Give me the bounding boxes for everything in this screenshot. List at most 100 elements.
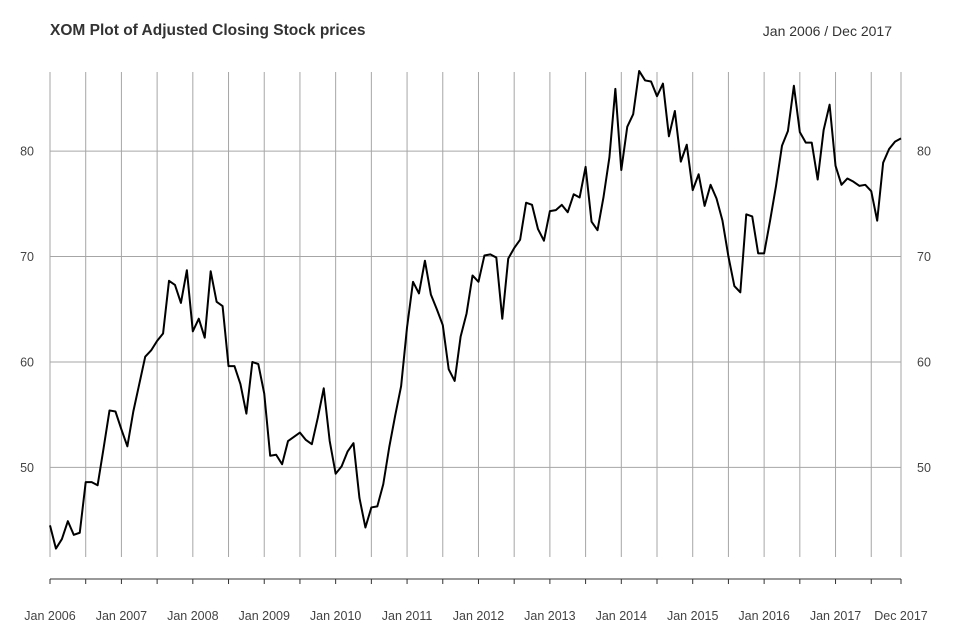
data-point — [186, 269, 188, 271]
data-point — [329, 440, 331, 442]
data-point — [740, 292, 742, 294]
data-point — [805, 142, 807, 144]
data-point — [73, 534, 75, 536]
data-point — [793, 85, 795, 87]
data-point — [394, 415, 396, 417]
data-point — [377, 506, 379, 508]
data-point — [615, 88, 617, 90]
data-point — [388, 447, 390, 449]
data-point — [353, 442, 355, 444]
grid-lines — [49, 72, 902, 557]
data-point — [293, 436, 295, 438]
data-point — [359, 497, 361, 499]
data-point — [621, 169, 623, 171]
data-point — [781, 145, 783, 147]
y-tick-label-right: 80 — [917, 145, 931, 159]
data-point — [763, 253, 765, 255]
data-point — [686, 144, 688, 146]
data-point — [436, 308, 438, 310]
data-point — [745, 214, 747, 216]
x-tick-label: Jan 2011 — [382, 609, 433, 623]
data-point — [246, 413, 248, 415]
data-point — [234, 365, 236, 367]
data-point — [775, 185, 777, 187]
data-point — [525, 202, 527, 204]
data-point — [555, 209, 557, 211]
data-point — [853, 181, 855, 183]
y-axis-labels: 50 50 60 60 70 70 80 80 — [20, 145, 931, 475]
data-point — [412, 281, 414, 283]
data-point — [91, 481, 93, 483]
data-point — [841, 184, 843, 186]
data-point — [829, 104, 831, 106]
y-tick-label-right: 50 — [917, 461, 931, 475]
data-point — [817, 179, 819, 181]
x-tick-label: Jan 2014 — [596, 609, 647, 623]
data-point — [109, 410, 111, 412]
data-point — [371, 507, 373, 509]
data-point — [79, 532, 81, 534]
data-point — [722, 220, 724, 222]
x-tick-label: Jan 2012 — [453, 609, 504, 623]
data-point — [442, 324, 444, 326]
data-point — [567, 211, 569, 213]
data-point — [597, 229, 599, 231]
x-tick-label: Jan 2013 — [524, 609, 575, 623]
data-point — [870, 190, 872, 192]
data-point — [704, 205, 706, 207]
data-point — [424, 260, 426, 262]
data-point — [496, 257, 498, 259]
data-point — [680, 161, 682, 163]
data-point — [252, 361, 254, 363]
data-point — [698, 173, 700, 175]
data-point — [561, 204, 563, 206]
data-point — [734, 285, 736, 287]
data-point — [882, 162, 884, 164]
data-point — [864, 184, 866, 186]
data-point — [311, 443, 313, 445]
data-point — [61, 538, 63, 540]
data-point — [317, 417, 319, 419]
data-point — [448, 369, 450, 371]
y-tick-label-left: 70 — [20, 250, 34, 264]
price-series-line — [49, 69, 902, 550]
data-point — [811, 142, 813, 144]
data-point — [674, 110, 676, 112]
data-point — [662, 83, 664, 85]
data-point — [876, 220, 878, 222]
data-point — [644, 80, 646, 82]
data-point — [323, 388, 325, 390]
date-range-label: Jan 2006 / Dec 2017 — [762, 23, 892, 39]
data-point — [859, 185, 861, 187]
x-tick-label: Jan 2008 — [167, 609, 218, 623]
data-point — [591, 221, 593, 223]
series-layer — [49, 69, 902, 550]
data-point — [579, 197, 581, 199]
data-point — [67, 520, 69, 522]
data-point — [85, 481, 87, 483]
data-point — [216, 301, 218, 303]
data-point — [728, 256, 730, 258]
data-point — [365, 527, 367, 529]
x-tick-label: Jan 2009 — [239, 609, 290, 623]
data-point — [519, 239, 521, 241]
data-point — [418, 293, 420, 295]
data-point — [823, 129, 825, 131]
data-point — [347, 451, 349, 453]
data-point — [751, 216, 753, 218]
data-point — [710, 184, 712, 186]
y-tick-label-left: 50 — [20, 461, 34, 475]
y-tick-label-left: 80 — [20, 145, 34, 159]
data-point — [638, 70, 640, 72]
data-point — [543, 240, 545, 242]
data-point — [269, 455, 271, 457]
data-point — [632, 113, 634, 115]
x-tick-label: Jan 2017 — [810, 609, 861, 623]
data-point — [900, 138, 902, 140]
data-point — [894, 141, 896, 143]
data-point — [430, 294, 432, 296]
data-point — [127, 445, 129, 447]
data-point — [341, 466, 343, 468]
x-tick-label: Jan 2006 — [24, 609, 75, 623]
